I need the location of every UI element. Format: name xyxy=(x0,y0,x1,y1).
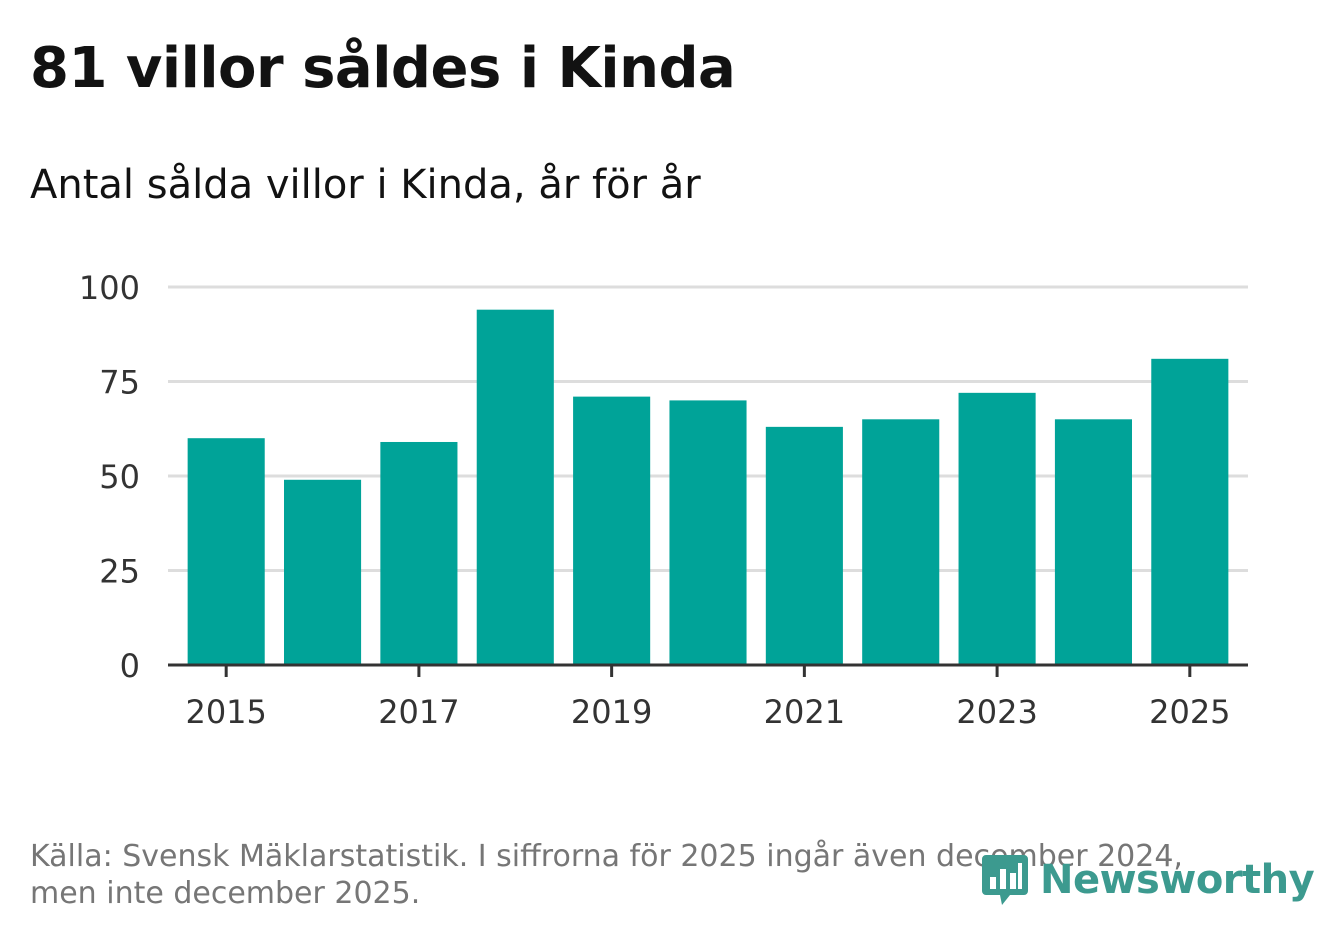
bar-2024 xyxy=(1054,419,1132,665)
newsworthy-logo-icon xyxy=(982,855,1028,905)
bar-2023 xyxy=(958,392,1036,665)
x-axis-ticks: 2015 2017 2019 2021 2023 2025 xyxy=(185,665,1231,731)
source-note-line-2: men inte december 2025. xyxy=(30,876,421,911)
bar-2020 xyxy=(669,400,747,665)
y-tick-label: 75 xyxy=(99,364,140,402)
bar-2016 xyxy=(284,479,362,665)
bar-2019 xyxy=(573,396,651,665)
bar-2025 xyxy=(1151,358,1229,665)
y-tick-label: 25 xyxy=(99,553,140,591)
x-tick-label: 2015 xyxy=(185,693,266,731)
bar-2021 xyxy=(765,426,843,665)
newsworthy-logo: Newsworthy xyxy=(980,850,1315,910)
y-axis-ticks: 0 25 50 75 100 xyxy=(79,269,140,685)
bar-2022 xyxy=(862,419,940,665)
x-tick-label: 2025 xyxy=(1149,693,1230,731)
x-tick-label: 2017 xyxy=(378,693,459,731)
y-tick-label: 0 xyxy=(120,647,140,685)
x-tick-label: 2021 xyxy=(764,693,845,731)
logo-text: Newsworthy xyxy=(1040,857,1315,903)
y-tick-label: 50 xyxy=(99,458,140,496)
chart-subtitle: Antal sålda villor i Kinda, år för år xyxy=(30,162,701,208)
chart-title: 81 villor såldes i Kinda xyxy=(30,36,736,101)
x-tick-label: 2019 xyxy=(571,693,652,731)
y-tick-label: 100 xyxy=(79,269,140,307)
x-tick-label: 2023 xyxy=(956,693,1037,731)
bar-2015 xyxy=(187,438,265,665)
bars xyxy=(187,309,1229,665)
bar-2018 xyxy=(476,309,554,665)
bar-2017 xyxy=(380,441,458,665)
